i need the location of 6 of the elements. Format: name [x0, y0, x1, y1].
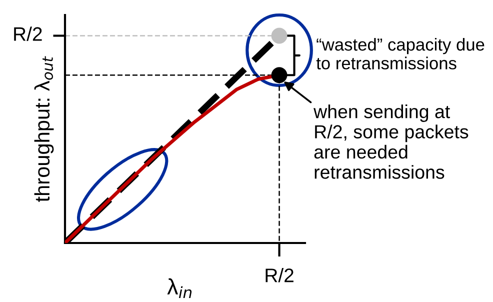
- text: “wasted” capacity due to retransmissions: [316, 38, 484, 70]
- text: when sending at R/2, some packets are needed retransmissions: [314, 104, 468, 179]
- y-axis-title: throughput: λ$_{out}$: [34, 56, 54, 202]
- x-axis-title: λ$_{in}$: [167, 278, 192, 298]
- text: R/2: [266, 268, 294, 282]
- text: R/2: [14, 26, 42, 41]
